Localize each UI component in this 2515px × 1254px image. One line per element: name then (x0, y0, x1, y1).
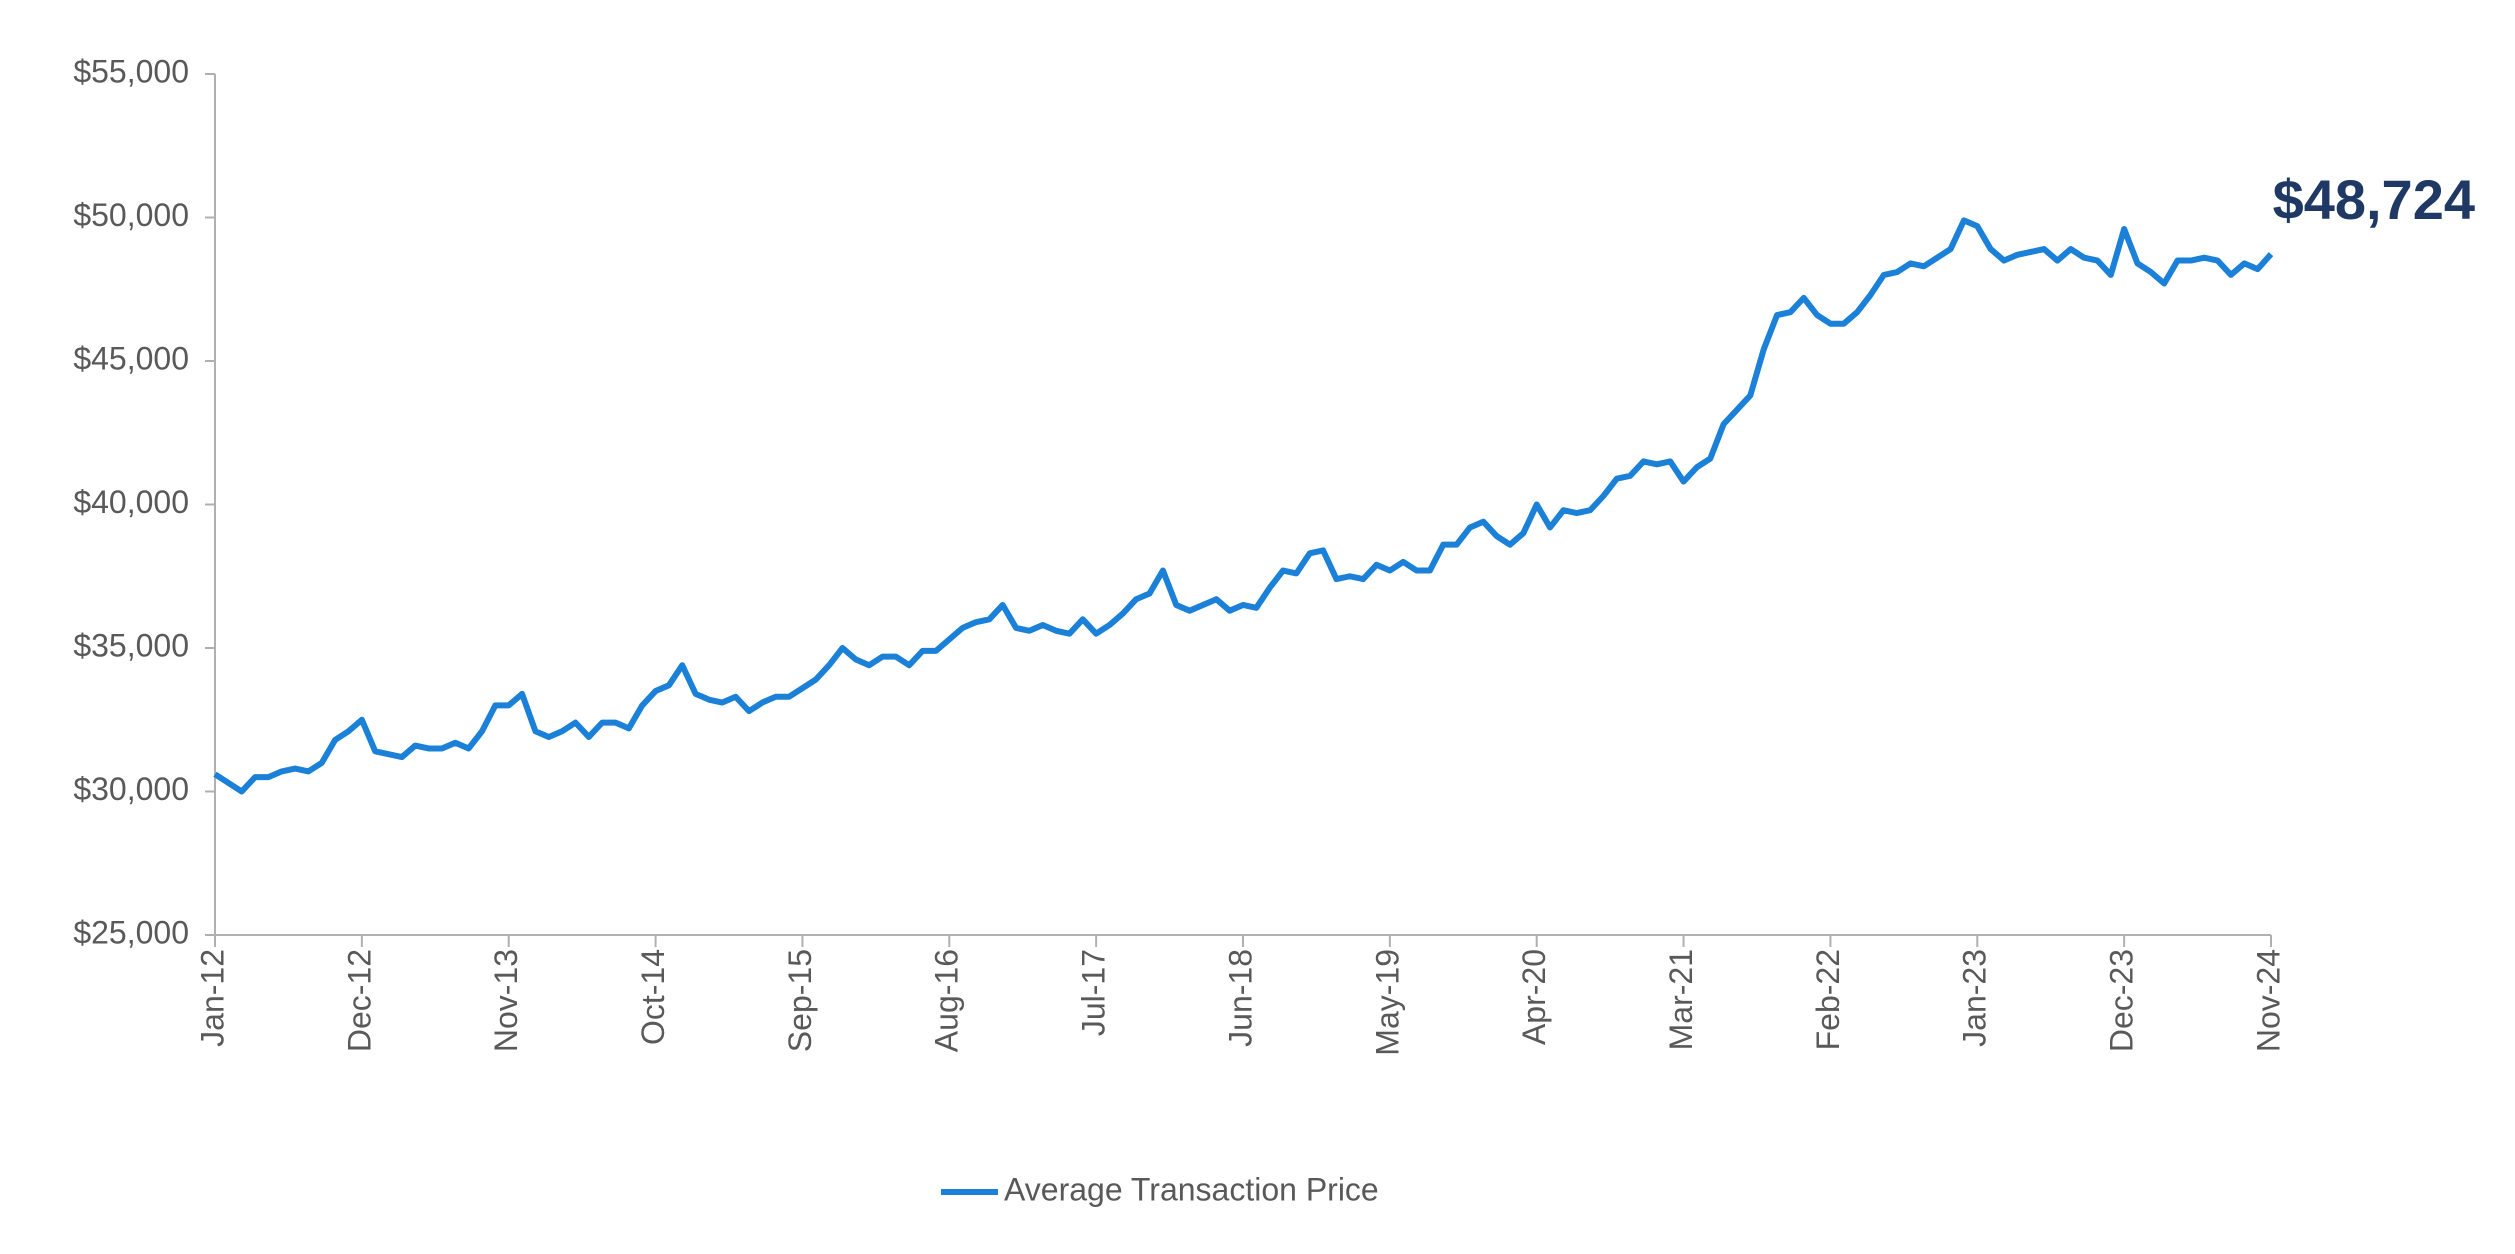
x-tick-label: Jul-17 (1076, 949, 1112, 1036)
x-tick-label: Mar-21 (1663, 949, 1699, 1050)
y-tick-label: $55,000 (73, 53, 189, 89)
price-line (213, 217, 2274, 795)
y-tick-label: $25,000 (73, 914, 189, 950)
y-tick-label: $35,000 (73, 627, 189, 663)
x-tick-label: Jun-18 (1222, 949, 1258, 1047)
y-tick-label: $50,000 (73, 197, 189, 233)
y-tick-label: $40,000 (73, 484, 189, 520)
x-tick-label: Feb-22 (1810, 949, 1846, 1050)
x-tick-label: Aug-16 (929, 949, 965, 1052)
x-tick-label: Jan-12 (194, 949, 230, 1047)
legend-label: Average Transaction Price (1004, 1171, 1379, 1207)
y-tick-label: $45,000 (73, 340, 189, 376)
annotation: $48,724 (2273, 168, 2475, 231)
x-tick-label: Apr-20 (1516, 949, 1552, 1045)
x-tick-label: May-19 (1369, 949, 1405, 1056)
x-tick-label: Jan-23 (1957, 949, 1993, 1047)
x-tick-label: Oct-14 (635, 949, 671, 1045)
x-tick-label: Nov-13 (488, 949, 524, 1052)
x-tick-label: Dec-12 (341, 949, 377, 1052)
x-tick-label: Dec-23 (2104, 949, 2140, 1052)
x-tick-label: Sep-15 (782, 949, 818, 1052)
y-tick-label: $30,000 (73, 771, 189, 807)
x-tick-label: Nov-24 (2250, 949, 2286, 1052)
